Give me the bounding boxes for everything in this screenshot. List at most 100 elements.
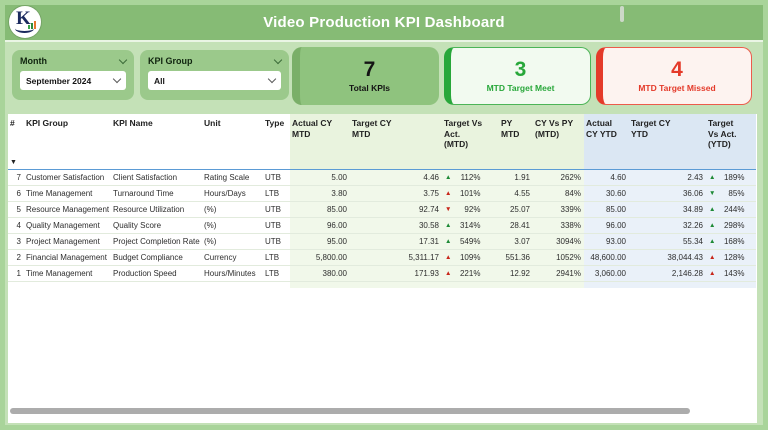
- column-header-tva_mtd[interactable]: Target Vs Act. (MTD): [442, 114, 499, 151]
- arrow-up-icon: ▲: [445, 189, 452, 197]
- arrow-up-icon: ▲: [709, 221, 716, 229]
- cell-num: 6: [8, 185, 24, 202]
- cell-kpi_group: Financial Management: [24, 249, 111, 266]
- horizontal-scrollbar[interactable]: [10, 408, 690, 414]
- cell-tva_mtd: ▲ 101%: [442, 185, 499, 202]
- cell-tva_mtd: ▼ 92%: [442, 201, 499, 218]
- page-title: Video Production KPI Dashboard: [263, 13, 505, 31]
- table-row[interactable]: 6 Time Management Turnaround Time Hours/Day…: [8, 185, 756, 202]
- cell-tva_ytd: ▲ 143%: [706, 265, 756, 282]
- column-header-num[interactable]: #: [10, 118, 15, 128]
- filter-row-cell: [499, 150, 533, 170]
- cell-py_mtd: 4.55: [499, 185, 533, 202]
- cell-num: 4: [8, 217, 24, 234]
- percent-value: 112%: [460, 172, 481, 182]
- cell-target_cy_mtd: 3.75: [350, 185, 442, 202]
- cell-target_cy_mtd: 17.31: [350, 233, 442, 250]
- cell-target_cy_ytd: 38,044.43: [629, 249, 706, 266]
- kpi-group-dropdown-value: All: [154, 75, 165, 86]
- column-header-actual_cy_mtd[interactable]: Actual CY MTD: [290, 114, 350, 151]
- cell-kpi_group: Time Management: [24, 265, 111, 282]
- column-header-kpi_name[interactable]: KPI Name: [113, 118, 153, 128]
- arrow-up-icon: ▲: [445, 269, 452, 277]
- percent-value: 314%: [459, 220, 481, 230]
- cell-cy_vs_py_mtd: 262%: [533, 169, 584, 186]
- filter-row-cell: [706, 150, 756, 170]
- filter-row-cell: ▼: [8, 150, 24, 170]
- cell-actual_cy_mtd: 96.00: [290, 217, 350, 234]
- table-row[interactable]: 7 Customer Satisfaction Client Satisfactio…: [8, 169, 756, 186]
- filter-row-cell: [263, 150, 290, 170]
- cell-actual_cy_ytd: 4.60: [584, 169, 629, 186]
- cell-target_cy_ytd: 32.26: [629, 217, 706, 234]
- table-row[interactable]: 1 Time Management Production Speed Hours/Mi…: [8, 265, 756, 282]
- table-row[interactable]: 4 Quality Management Quality Score (%) UTB 96…: [8, 217, 756, 234]
- column-header-actual_cy_ytd[interactable]: Actual CY YTD: [584, 114, 629, 151]
- column-header-cy_vs_py_mtd[interactable]: CY Vs PY (MTD): [533, 114, 584, 151]
- cell-actual_cy_mtd: 95.00: [290, 233, 350, 250]
- cell-type: UTB: [263, 233, 290, 250]
- cell-kpi_name: Resource Utilization: [111, 201, 202, 218]
- cell-type: UTB: [263, 169, 290, 186]
- cell-target_cy_mtd: 5,311.17: [350, 249, 442, 266]
- cell-kpi_name: Client Satisfaction: [111, 169, 202, 186]
- table-row[interactable]: 3 Project Management Project Completion Ra…: [8, 233, 756, 250]
- cell-type: LTB: [263, 249, 290, 266]
- cell-actual_cy_ytd: 85.00: [584, 201, 629, 218]
- filter-row-cell: [629, 150, 706, 170]
- cell-num: 3: [8, 233, 24, 250]
- filter-row-cell: [202, 150, 263, 170]
- percent-value: 109%: [459, 252, 481, 262]
- filter-caret-icon[interactable]: ▼: [10, 158, 17, 166]
- table-row[interactable]: 5 Resource Management Resource Utilization…: [8, 201, 756, 218]
- column-header-unit[interactable]: Unit: [204, 118, 221, 128]
- table-filter-row: ▼: [8, 150, 756, 170]
- cell-tva_mtd: ▲ 549%: [442, 233, 499, 250]
- cell-kpi_group: Customer Satisfaction: [24, 169, 111, 186]
- percent-value: 85%: [728, 188, 745, 198]
- cell-cy_vs_py_mtd: 339%: [533, 201, 584, 218]
- cell-unit: Hours/Minutes: [202, 265, 263, 282]
- chevron-down-icon[interactable]: [118, 55, 128, 64]
- column-header-kpi_group[interactable]: KPI Group: [26, 118, 69, 128]
- kpi-table-panel: # KPI Group KPI Name Unit Type Actual CY MTD T…: [8, 114, 757, 423]
- column-header-py_mtd[interactable]: PY MTD: [499, 114, 533, 151]
- cell-type: LTB: [263, 185, 290, 202]
- arrow-up-icon: ▲: [709, 253, 716, 261]
- cell-cy_vs_py_mtd: 1052%: [533, 249, 584, 266]
- chevron-down-icon[interactable]: [273, 55, 283, 64]
- app-header: K Video Production KPI Dashboard: [4, 4, 764, 40]
- column-header-type[interactable]: Type: [265, 118, 285, 128]
- cell-num: 5: [8, 201, 24, 218]
- cell-unit: Rating Scale: [202, 169, 263, 186]
- cell-unit: (%): [202, 233, 263, 250]
- column-header-target_cy_ytd[interactable]: Target CY YTD: [629, 114, 706, 151]
- cell-kpi_name: Project Completion Rate: [111, 233, 202, 250]
- column-header-tva_ytd[interactable]: Target Vs Act. (YTD): [706, 114, 756, 151]
- cell-kpi_group: Time Management: [24, 185, 111, 202]
- month-dropdown[interactable]: September 2024: [20, 71, 126, 90]
- percent-value: 128%: [723, 252, 745, 262]
- month-slicer-label: Month: [20, 56, 47, 66]
- cell-actual_cy_mtd: 5,800.00: [290, 249, 350, 266]
- cell-num: 2: [8, 249, 24, 266]
- cell-kpi_group: Resource Management: [24, 201, 111, 218]
- kpi-group-dropdown[interactable]: All: [148, 71, 281, 90]
- cell-kpi_name: Turnaround Time: [111, 185, 202, 202]
- table-spacer-row: [8, 281, 756, 288]
- cell-actual_cy_mtd: 5.00: [290, 169, 350, 186]
- mtd-target-missed-label: MTD Target Missed: [638, 83, 716, 93]
- arrow-up-icon: ▲: [709, 205, 716, 213]
- filter-row-cell: [24, 150, 111, 170]
- table-row[interactable]: 2 Financial Management Budget Compliance Cu…: [8, 249, 756, 266]
- percent-value: 92%: [464, 204, 481, 214]
- arrow-up-icon: ▲: [709, 237, 716, 245]
- percent-value: 143%: [723, 268, 745, 278]
- cell-unit: (%): [202, 201, 263, 218]
- column-header-target_cy_mtd[interactable]: Target CY MTD: [350, 114, 442, 151]
- cell-actual_cy_mtd: 380.00: [290, 265, 350, 282]
- cell-tva_mtd: ▲ 112%: [442, 169, 499, 186]
- logo-swoosh: [15, 24, 34, 33]
- percent-value: 549%: [459, 236, 481, 246]
- cell-tva_ytd: ▲ 189%: [706, 169, 756, 186]
